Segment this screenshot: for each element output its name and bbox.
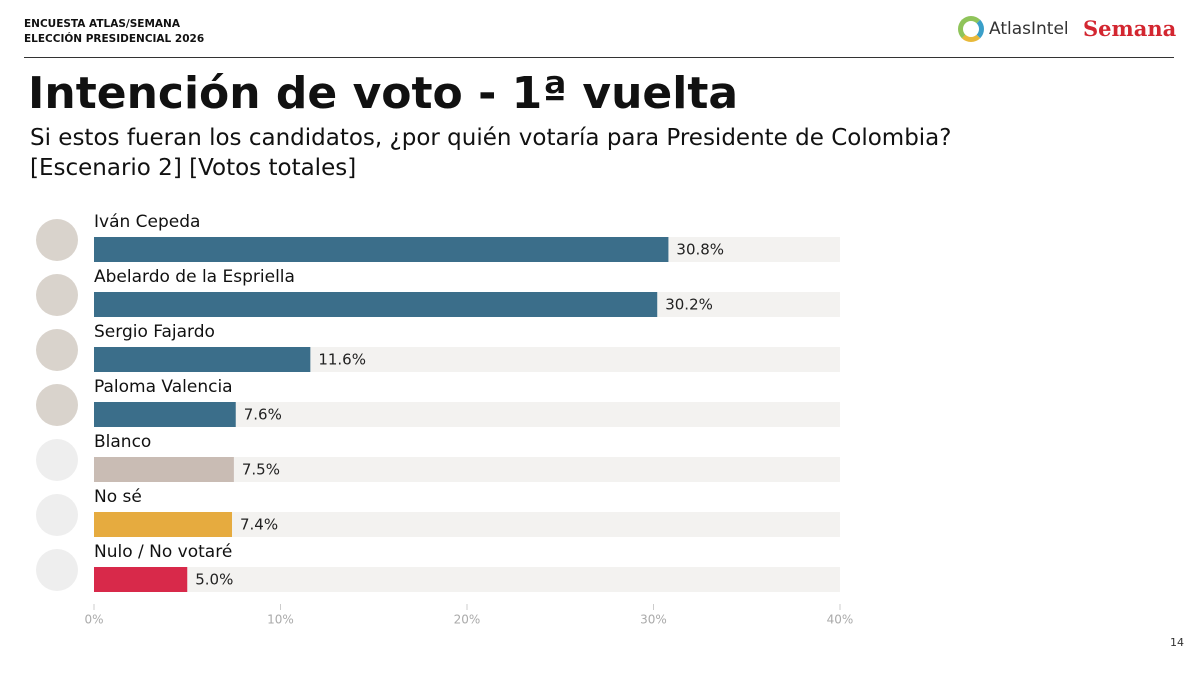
election: ELECCIÓN PRESIDENCIAL 2026 xyxy=(24,33,205,45)
avatar xyxy=(36,329,78,371)
x-tick-label: 10% xyxy=(267,613,294,627)
bar xyxy=(94,457,234,482)
x-tick-label: 0% xyxy=(84,613,103,627)
avatar xyxy=(36,274,78,316)
value-label: 7.5% xyxy=(242,461,280,479)
header-left: ENCUESTA ATLAS/SEMANA ELECCIÓN PRESIDENC… xyxy=(24,17,204,47)
avatar xyxy=(36,219,78,261)
avatar xyxy=(36,549,78,591)
bar xyxy=(94,402,236,427)
bar xyxy=(94,347,311,372)
subtitle: Si estos fueran los candidatos, ¿por qui… xyxy=(30,123,951,183)
category-label: Sergio Fajardo xyxy=(94,322,215,342)
bar xyxy=(94,567,188,592)
x-tick-label: 40% xyxy=(827,613,854,627)
category-label: Blanco xyxy=(94,432,151,452)
subtitle-line: [Escenario 2] [Votos totales] xyxy=(30,155,357,181)
x-tick-label: 20% xyxy=(454,613,481,627)
header-rule xyxy=(24,57,1174,58)
subtitle-line: Si estos fueran los candidatos, ¿por qui… xyxy=(30,125,952,151)
bar xyxy=(94,237,669,262)
avatar xyxy=(36,384,78,426)
page-number: 14 xyxy=(1170,636,1184,649)
bar xyxy=(94,512,233,537)
bar-track xyxy=(94,567,840,592)
value-label: 11.6% xyxy=(318,351,366,369)
value-label: 30.8% xyxy=(676,241,724,259)
category-label: Paloma Valencia xyxy=(94,377,233,397)
category-label: Nulo / No votaré xyxy=(94,542,232,562)
category-label: Abelardo de la Espriella xyxy=(94,267,295,287)
avatar xyxy=(36,439,78,481)
brand: AtlasIntel xyxy=(989,19,1069,39)
value-label: 7.4% xyxy=(240,516,278,534)
value-label: 5.0% xyxy=(195,571,233,589)
x-tick-label: 30% xyxy=(640,613,667,627)
bar xyxy=(94,292,658,317)
survey: ENCUESTA ATLAS/SEMANA xyxy=(24,18,180,30)
avatar xyxy=(36,494,78,536)
partner: Semana xyxy=(1083,16,1177,41)
value-label: 30.2% xyxy=(665,296,713,314)
chart-title: Intención de voto - 1ª vuelta xyxy=(28,68,739,119)
value-label: 7.6% xyxy=(244,406,282,424)
category-label: No sé xyxy=(94,487,142,507)
category-label: Iván Cepeda xyxy=(94,212,200,232)
brand-logo xyxy=(958,16,984,42)
